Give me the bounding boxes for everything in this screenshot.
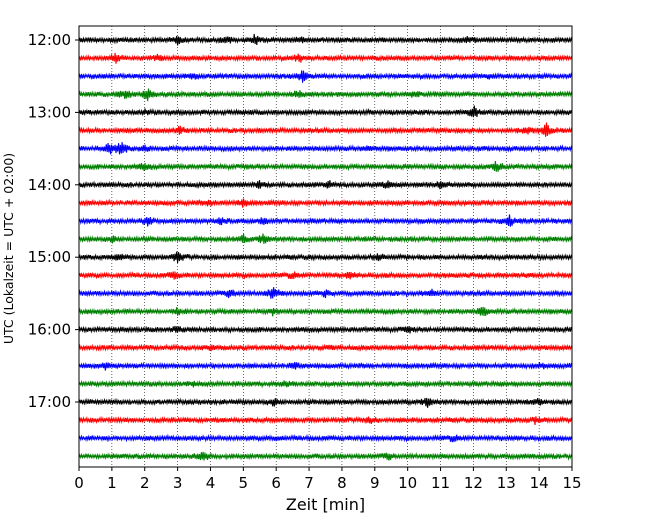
trace-row: [78, 161, 573, 172]
trace-row: [78, 33, 573, 46]
trace-row: [78, 88, 573, 102]
plot-frame: [78, 25, 573, 468]
trace-row: [78, 214, 573, 227]
x-tick-label: 13: [497, 474, 516, 492]
y-tick-label: 12:00: [28, 31, 71, 49]
x-axis-label: Zeit [min]: [286, 495, 365, 514]
trace-row: [78, 142, 573, 155]
x-tick-label: 4: [206, 474, 216, 492]
trace-row: [78, 325, 573, 335]
trace-row: [78, 122, 573, 137]
trace-row: [78, 52, 573, 64]
x-tick-label: 11: [431, 474, 450, 492]
trace-row: [78, 361, 573, 371]
trace-row: [78, 451, 573, 461]
y-axis-label: UTC (Lokalzeit = UTC + 02:00): [1, 153, 16, 344]
trace-row: [78, 180, 573, 190]
x-tick-label: 5: [239, 474, 249, 492]
y-tick-label: 16:00: [28, 321, 71, 339]
trace-row: [78, 251, 573, 264]
x-tick-label: 14: [530, 474, 549, 492]
trace-row: [78, 70, 573, 83]
x-tick-label: 15: [562, 474, 581, 492]
trace-row: [78, 433, 573, 443]
trace-row: [78, 287, 573, 299]
trace-row: [78, 198, 573, 208]
y-tick-label: 17:00: [28, 393, 71, 411]
y-tick-label: 14:00: [28, 176, 71, 194]
x-tick-label: 10: [398, 474, 417, 492]
x-tick-label: 1: [107, 474, 117, 492]
x-tick-label: 3: [173, 474, 183, 492]
x-tick-label: 12: [464, 474, 483, 492]
x-tick-label: 8: [337, 474, 347, 492]
x-tick-label: 7: [304, 474, 314, 492]
y-tick-label: 15:00: [28, 248, 71, 266]
y-tick-label: 13:00: [28, 103, 71, 121]
trace-row: [78, 270, 573, 280]
x-tick-label: 2: [140, 474, 150, 492]
x-tick-label: 9: [370, 474, 380, 492]
trace-row: [78, 415, 573, 425]
x-tick-label: 6: [271, 474, 281, 492]
y-axis: 12:00 13:00 14:00 15:00 16:00 17:00: [28, 31, 79, 411]
x-axis: 0 1 2 3 4 5 6 7 8 9 10 11 12 13 14 15: [74, 467, 582, 492]
trace-row: [78, 397, 573, 408]
plot-area-background: [79, 26, 572, 467]
trace-row: [78, 105, 573, 118]
trace-row: [78, 343, 573, 352]
seismic-traces: [78, 33, 573, 461]
trace-row: [78, 306, 573, 317]
x-tick-label: 0: [74, 474, 84, 492]
trace-row: [78, 379, 573, 389]
trace-row: [78, 233, 573, 244]
